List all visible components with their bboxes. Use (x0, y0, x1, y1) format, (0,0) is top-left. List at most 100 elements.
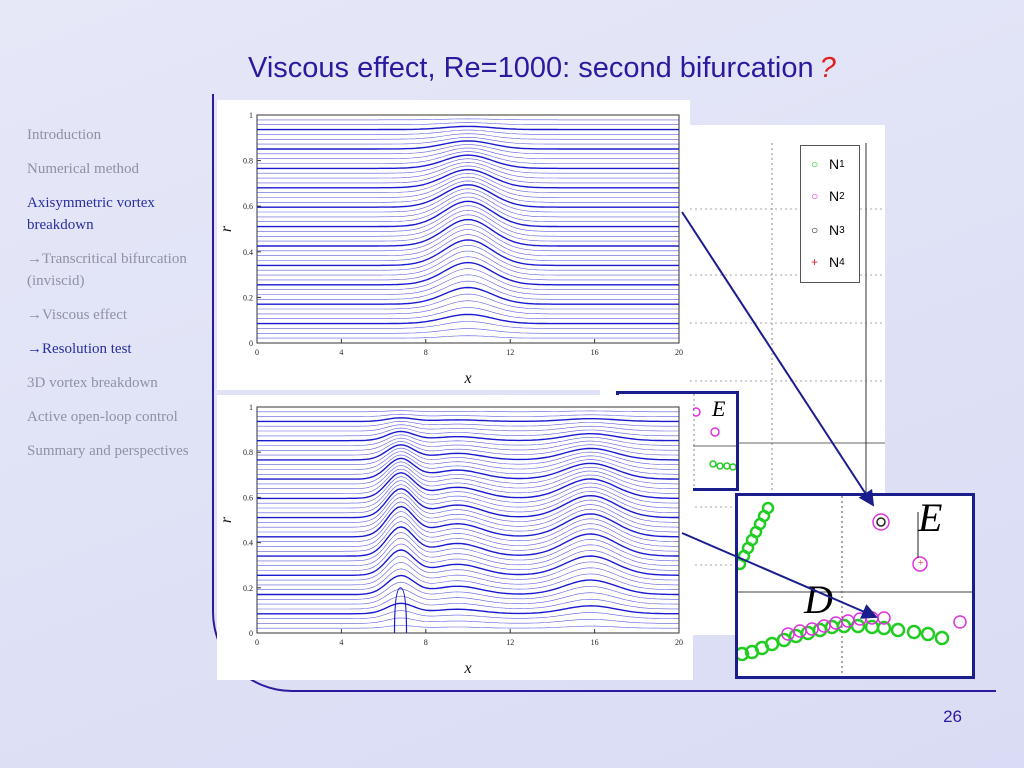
streamline (257, 205, 679, 232)
streamline (257, 256, 679, 281)
streamline (257, 261, 679, 286)
streamline (257, 144, 679, 155)
streamline (257, 457, 679, 480)
streamline (257, 307, 679, 319)
x-tick-label: 0 (255, 348, 259, 357)
streamline (257, 480, 679, 509)
x-tick-label: 0 (255, 638, 259, 647)
sidebar-item-numerical-method[interactable]: Numerical method (27, 161, 140, 177)
legend-sub-n1: 1 (839, 158, 845, 170)
legend-sub-n4: 4 (839, 256, 845, 268)
recirculation-bubble (393, 587, 408, 634)
sidebar-nav: Introduction Numerical method Axisymmetr… (27, 124, 205, 474)
streamline (257, 172, 679, 193)
streamline (257, 625, 679, 629)
streamline-plot-top-svg: 0 4 8 12 16 20 0 0.2 0.4 0.6 0.8 1 x r (218, 111, 683, 387)
streamline (257, 430, 679, 442)
y-tick-label: 0.6 (243, 202, 253, 211)
x-tick-label: 16 (591, 638, 599, 647)
streamline (257, 561, 679, 586)
streamline-plot-bottom-svg: 0 4 8 12 16 20 0 0.2 0.4 0.6 0.8 1 x r (218, 403, 683, 677)
streamline (257, 496, 680, 528)
y-tick-label: 0.2 (243, 293, 253, 302)
streamline (257, 410, 679, 413)
streamline (257, 574, 679, 596)
n3-marker (876, 517, 886, 527)
legend-sub-n2: 2 (839, 190, 845, 202)
arrow-to-e (681, 211, 875, 507)
sidebar-item-transcritical-bifurcation[interactable]: →Transcritical bifurcation (inviscid) (27, 251, 187, 289)
streamline (257, 200, 679, 228)
streamline (257, 427, 679, 437)
streamline (257, 413, 679, 417)
legend-label-n2: N (829, 188, 840, 204)
slide-title: Viscous effect, Re=1000: second bifurcat… (248, 52, 1008, 85)
streamline (257, 434, 679, 446)
y-tick-label: 0.4 (243, 248, 253, 257)
streamline (257, 492, 680, 523)
streamline (257, 192, 679, 218)
y-tick-label: 0.8 (243, 157, 253, 166)
streamline (257, 505, 680, 538)
streamline (257, 468, 679, 494)
streamline (257, 420, 679, 427)
streamline (257, 549, 680, 576)
zoom-inset: + E D (735, 493, 975, 679)
streamline (257, 617, 679, 624)
streamline (257, 581, 679, 600)
streamline (257, 250, 679, 276)
streamline (257, 511, 679, 542)
streamline (257, 595, 679, 610)
streamline (257, 293, 679, 310)
streamline (257, 184, 679, 208)
y-tick-label: 0 (249, 629, 253, 638)
x-tick-label: 8 (424, 638, 428, 647)
sidebar-item-viscous-effect[interactable]: →Viscous effect (27, 307, 128, 323)
streamline (257, 214, 679, 242)
streamline (257, 610, 679, 619)
streamline (257, 321, 679, 329)
legend-marker-n2: ○ (811, 189, 819, 203)
streamline (257, 588, 679, 605)
sidebar-item-summary[interactable]: Summary and perspectives (27, 443, 189, 459)
legend-marker-n1: ○ (811, 157, 819, 171)
streamline-plot-top: 0 4 8 12 16 20 0 0.2 0.4 0.6 0.8 1 x r (217, 100, 690, 390)
streamline (257, 196, 679, 222)
streamline (257, 136, 679, 145)
streamline (257, 286, 679, 305)
sidebar-item-introduction[interactable]: Introduction (27, 127, 102, 143)
sidebar-item-axisymmetric-vortex-breakdown[interactable]: Axisymmetric vortex breakdown (27, 195, 155, 233)
streamline (257, 521, 679, 552)
streamline (257, 176, 679, 198)
legend-label-n3: N (829, 222, 840, 238)
legend-marker-n4: + (811, 255, 819, 269)
streamline (257, 537, 679, 566)
x-axis-label: x (463, 370, 471, 387)
streamline (257, 437, 680, 451)
content-frame (212, 94, 996, 692)
streamline (257, 451, 679, 470)
streamline (257, 168, 679, 189)
y-axis-label: r (218, 225, 235, 232)
sidebar-item-resolution-test[interactable]: →Resolution test (27, 341, 132, 357)
streamline (257, 122, 679, 125)
x-tick-label: 4 (339, 638, 343, 647)
streamline (257, 555, 680, 581)
streamline (257, 447, 679, 465)
sidebar-item-3d-vortex-breakdown[interactable]: 3D vortex breakdown (27, 375, 158, 391)
zoom-green-branch (738, 501, 950, 662)
zoom-label-d: D (804, 577, 833, 622)
legend-label-n4: N (829, 254, 840, 270)
streamline (257, 268, 679, 290)
streamline (257, 234, 679, 261)
streamline (257, 487, 679, 519)
sidebar-item-active-open-loop-control[interactable]: Active open-loop control (27, 409, 178, 425)
streamline (257, 476, 679, 504)
x-tick-label: 12 (506, 348, 514, 357)
zoom-inset-svg: + (738, 496, 972, 676)
streamline (257, 280, 679, 300)
streamline (257, 209, 679, 237)
y-tick-label: 0.2 (243, 584, 253, 593)
